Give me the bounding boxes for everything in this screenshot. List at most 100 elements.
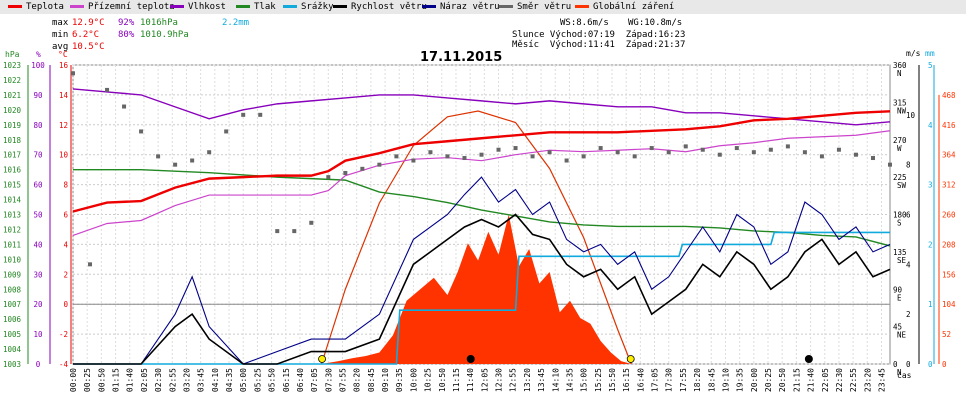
wind-tick: 0 [906,360,911,369]
temperature-tick: 0 [63,300,68,309]
moonrise-marker [466,355,475,363]
wind-tick: 4 [906,260,911,269]
wind-direction-dot [888,162,892,167]
pressure-tick: 1009 [3,270,21,279]
wind-direction-dot [751,150,756,155]
humidity-tick: 80 [33,121,43,130]
direction-tick: 0 [893,360,898,369]
pressure-tick: 1019 [3,121,21,130]
wind-direction-dot [105,87,110,92]
pressure-unit: hPa [5,50,20,59]
wind-direction-dot [207,150,212,155]
radiation-tick: 0 [942,360,947,369]
wind-direction-dot [88,262,93,267]
wind-direction-dot [836,147,841,152]
wind-direction-dot [326,175,331,180]
stat-max-rain: 2.2mm [222,18,250,28]
rain-tick: 5 [928,61,933,70]
rain-tick: 1 [928,300,933,309]
x-tick-label: 09:35 [395,368,404,392]
legend-label: Směr větru [517,2,572,12]
x-tick-label: 04:35 [225,368,234,392]
pressure-tick: 1007 [3,300,21,309]
legend-item: Rychlost větru [333,2,427,12]
x-tick-label: 12:05 [480,368,489,392]
direction-tick: 270 [893,136,907,145]
rain-tick: 2 [928,240,933,249]
wind-direction-dot [632,154,637,159]
wind-speed-line [73,213,891,365]
legend-item: Vlhkost [170,2,226,12]
direction-label: N [897,368,902,377]
wind-direction-dot [275,229,280,234]
x-tick-label: 00:50 [97,368,106,392]
wind-direction-dot [785,144,790,149]
x-tick-label: 12:55 [509,368,518,392]
pressure-tick: 1008 [3,285,22,294]
direction-tick: 180 [893,211,907,220]
x-tick-label: 06:15 [282,368,291,392]
wind-direction-dot [530,154,535,159]
wind-direction-dot [615,150,620,155]
stat-wg: WG:10.8m/s [628,18,683,28]
wind-unit: m/s [906,49,921,58]
temperature-tick: 14 [59,91,69,100]
pressure-tick: 1022 [3,76,21,85]
sunset-marker [626,355,635,363]
wind-direction-dot [734,146,739,151]
stat-min-hum: 80% [118,30,135,40]
legend: Teplota Přízemní teplota Vlhkost Tlak Srážky… [0,0,966,14]
direction-tick: 360 [893,61,907,70]
x-tick-label: 08:20 [353,368,362,392]
x-tick-label: 17:30 [665,368,674,392]
wind-direction-dot [564,158,569,163]
x-tick-label: 14:35 [565,368,574,392]
temperature-tick: 4 [63,240,68,249]
humidity-tick: 100 [31,61,45,70]
pressure-tick: 1023 [3,61,21,70]
legend-label: Náraz větru [440,2,500,12]
x-tick-label: 00:25 [83,368,92,392]
x-tick-label: 07:55 [338,368,347,392]
humidity-tick: 0 [36,360,41,369]
humidity-tick: 60 [33,181,43,190]
temperature-tick: 2 [63,270,68,279]
x-tick-label: 21:40 [807,368,816,392]
wind-direction-dot [224,129,229,134]
x-tick-label: 06:40 [296,368,305,392]
direction-label: SW [897,181,907,190]
humidity-tick: 30 [33,270,43,279]
humidity-tick: 20 [33,300,43,309]
x-axis-label: čas [897,370,912,380]
x-tick-label: 23:20 [863,368,872,392]
direction-tick: 315 [893,98,907,107]
legend-label: Srážky [301,2,334,12]
wind-direction-dot [360,166,365,171]
moonset-marker [804,355,813,363]
wind-direction-dot [428,150,433,155]
wind-direction-dot [343,170,348,175]
x-tick-label: 20:00 [750,368,759,392]
wind-direction-dot [581,154,586,159]
x-tick-label: 00:00 [69,368,78,392]
wind-direction-dot [445,154,450,159]
wind-direction-dot [513,146,518,151]
direction-label: NE [897,331,907,340]
stat-max-hum: 92% [118,18,135,28]
legend-swatch [333,5,347,8]
pressure-tick: 1003 [3,360,21,369]
x-tick-label: 20:50 [778,368,787,392]
wind-tick: 2 [906,310,911,319]
legend-swatch [422,5,436,8]
x-tick-label: 13:45 [537,368,546,392]
stat-avg-temp: 10.5°C [72,42,105,52]
x-tick-label: 07:30 [324,368,333,392]
direction-tick: 225 [893,173,907,182]
wind-direction-dot [479,152,484,157]
temperature-tick: 8 [63,181,68,190]
x-tick-label: 02:05 [140,368,149,392]
legend-label: Teplota [26,2,64,12]
wind-direction-dot [802,150,807,155]
legend-label: Tlak [254,2,276,12]
pressure-tick: 1021 [3,91,21,100]
